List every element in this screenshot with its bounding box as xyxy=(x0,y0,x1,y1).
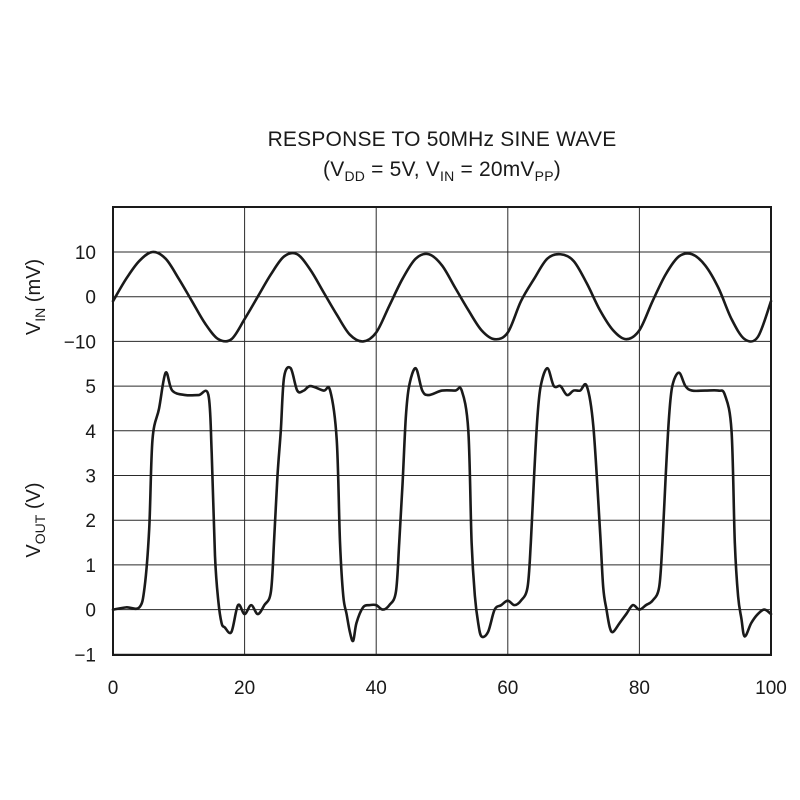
series-lines xyxy=(111,250,773,643)
series-line-vin xyxy=(111,250,773,343)
x-tick-label: 0 xyxy=(108,678,119,699)
y-tick-label-vout: 1 xyxy=(85,556,96,577)
x-tick-label: 100 xyxy=(755,678,787,699)
y-tick-label-vout: 4 xyxy=(85,422,96,443)
chart-title: RESPONSE TO 50MHz SINE WAVE xyxy=(267,128,617,151)
y-tick-label-vin: −10 xyxy=(64,332,96,353)
chart-subtitle: (VDD = 5V, VIN = 20mVPP) xyxy=(323,158,561,184)
y-tick-label-vout: 0 xyxy=(85,601,96,622)
y-tick-label-vout: −1 xyxy=(74,645,96,666)
y-tick-label-vout: 5 xyxy=(85,377,96,398)
y-tick-label-vin: 0 xyxy=(85,288,96,309)
y-tick-label-vin: 10 xyxy=(75,243,96,264)
y-axis-label-vin: VIN (mV) xyxy=(23,259,48,335)
x-tick-label: 80 xyxy=(629,678,650,699)
x-tick-label: 40 xyxy=(366,678,387,699)
y-tick-label-vout: 3 xyxy=(85,467,96,488)
y-axis-label-vout: VOUT (V) xyxy=(23,482,48,557)
plot-frame xyxy=(112,206,772,656)
x-tick-label: 20 xyxy=(234,678,255,699)
x-tick-label: 60 xyxy=(497,678,518,699)
y-tick-label-vout: 2 xyxy=(85,511,96,532)
series-line-vout xyxy=(111,365,773,643)
